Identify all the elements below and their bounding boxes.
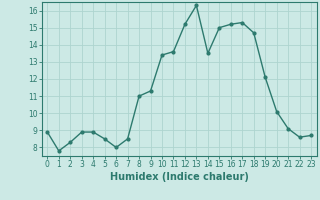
X-axis label: Humidex (Indice chaleur): Humidex (Indice chaleur) [110,172,249,182]
